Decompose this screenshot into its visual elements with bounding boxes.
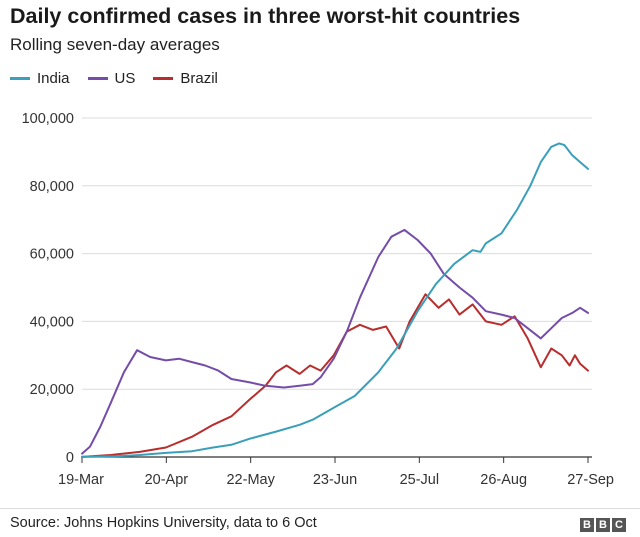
- legend-item-us: US: [87, 70, 136, 87]
- bbc-logo-letter: B: [596, 518, 610, 532]
- bbc-logo-letter: C: [612, 518, 626, 532]
- x-tick-label: 22-May: [226, 472, 275, 488]
- legend-swatch-india: [10, 77, 30, 80]
- footer-divider: [0, 508, 640, 509]
- legend-label-us: US: [114, 70, 136, 87]
- series-lines: [81, 142, 589, 458]
- line-chart: 0 20,000 40,000 60,000 80,000 100,000 19-Mar 2…: [22, 111, 614, 488]
- series-line-india: [81, 142, 589, 458]
- x-tick-label: 19-Mar: [58, 472, 104, 488]
- legend-item-india: India: [10, 70, 70, 87]
- legend-label-brazil: Brazil: [180, 70, 218, 87]
- x-tick-label: 20-Apr: [145, 472, 189, 488]
- y-tick-label: 40,000: [30, 314, 74, 330]
- x-tick-label: 25-Jul: [400, 472, 440, 488]
- y-tick-label: 80,000: [30, 179, 74, 195]
- y-tick-label: 0: [66, 450, 74, 466]
- bbc-logo-letter: B: [580, 518, 594, 532]
- y-tick-label: 100,000: [22, 111, 74, 127]
- y-tick-label: 20,000: [30, 382, 74, 398]
- legend-swatch-brazil: [153, 77, 174, 80]
- series-line-brazil: [81, 293, 589, 458]
- x-tick-label: 26-Aug: [480, 472, 527, 488]
- x-tick-label: 27-Sep: [567, 472, 614, 488]
- y-axis: 0 20,000 40,000 60,000 80,000 100,000: [22, 111, 74, 466]
- legend-label-india: India: [37, 70, 70, 87]
- chart-title: Daily confirmed cases in three worst-hit…: [10, 4, 521, 28]
- source-note: Source: Johns Hopkins University, data t…: [10, 515, 317, 531]
- y-tick-label: 60,000: [30, 247, 74, 263]
- legend: India US Brazil: [10, 70, 236, 87]
- chart-subtitle: Rolling seven-day averages: [10, 35, 220, 54]
- legend-item-brazil: Brazil: [153, 70, 218, 87]
- x-tick-label: 23-Jun: [313, 472, 357, 488]
- x-axis: 19-Mar 20-Apr 22-May 23-Jun 25-Jul 26-Aug 27-S…: [58, 456, 614, 488]
- bbc-logo: B B C: [578, 518, 626, 532]
- legend-swatch-us: [87, 77, 108, 80]
- series-line-us: [81, 228, 589, 455]
